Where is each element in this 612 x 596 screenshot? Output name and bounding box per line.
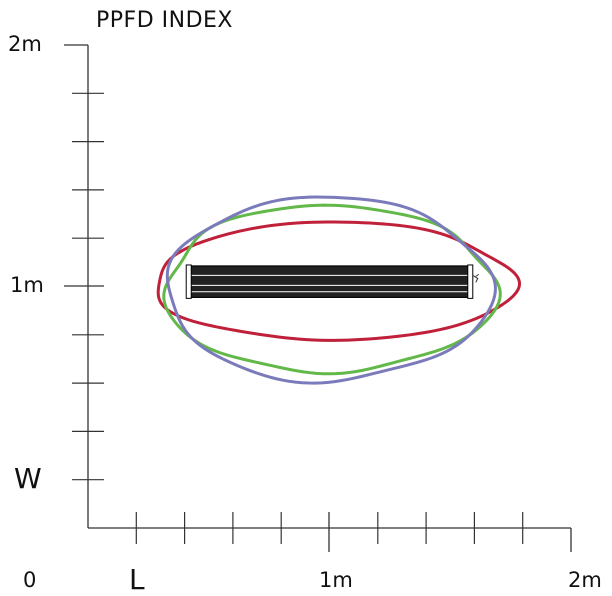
x-dimension-letter: L [129,563,145,596]
y-dimension-letter: W [14,462,42,495]
x-label-mid: 1m [319,568,353,592]
contour-blue [165,195,497,385]
fixture-end-cap-left [185,264,192,299]
ppfd-contours [156,195,522,385]
y-label-top: 2m [8,32,42,56]
contour-red [156,220,522,342]
x-label-end: 2m [568,568,602,592]
y-label-mid: 1m [10,273,44,297]
light-fixture [185,264,480,299]
x-minor-ticks [135,512,524,544]
fixture-body [187,265,472,298]
x-label-start: 0 [23,568,37,592]
contour-green [162,203,502,376]
power-connector-icon [472,273,480,283]
diagram-title: PPFD INDEX [96,8,233,33]
fixture-end-cap-right [467,264,474,299]
y-minor-ticks [72,92,104,481]
